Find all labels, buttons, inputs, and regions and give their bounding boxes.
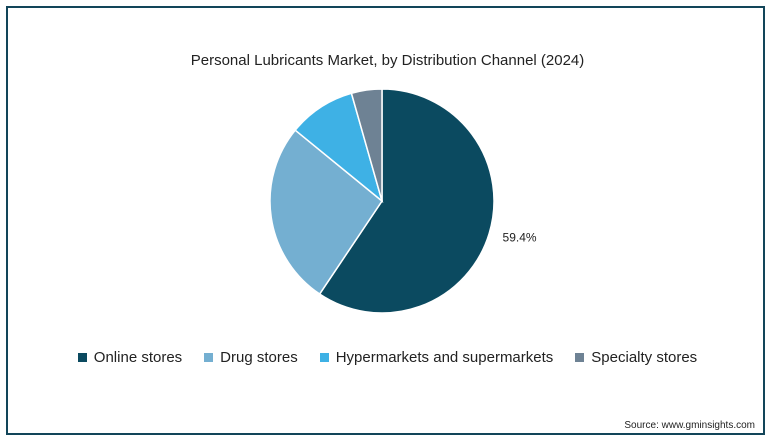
legend-swatch (319, 353, 329, 362)
pie-slice-drug-stores (269, 129, 384, 296)
chart-legend: Online stores Drug stores Hypermarkets and… (0, 349, 775, 366)
legend-label: Specialty stores (591, 349, 698, 366)
legend-item: Specialty stores (575, 349, 697, 366)
legend-label: Drug stores (220, 349, 298, 366)
chart-title: Personal Lubricants Market, by Distribut… (190, 52, 585, 69)
data-label: 59.4% (503, 231, 537, 245)
legend-label: Online stores (93, 349, 183, 366)
legend-swatch (575, 353, 585, 362)
legend-item: Online stores (77, 349, 183, 366)
legend-item: Drug stores (204, 349, 298, 366)
source-note: Source: www.gminsights.com (624, 420, 755, 431)
pie-slice-online-stores (318, 88, 495, 314)
legend-swatch (204, 353, 214, 362)
legend-item: Hypermarkets and supermarkets (319, 349, 554, 366)
pie-slice-specialty-stores (350, 88, 383, 202)
legend-label: Hypermarkets and supermarkets (335, 349, 554, 366)
legend-swatch (77, 353, 87, 362)
